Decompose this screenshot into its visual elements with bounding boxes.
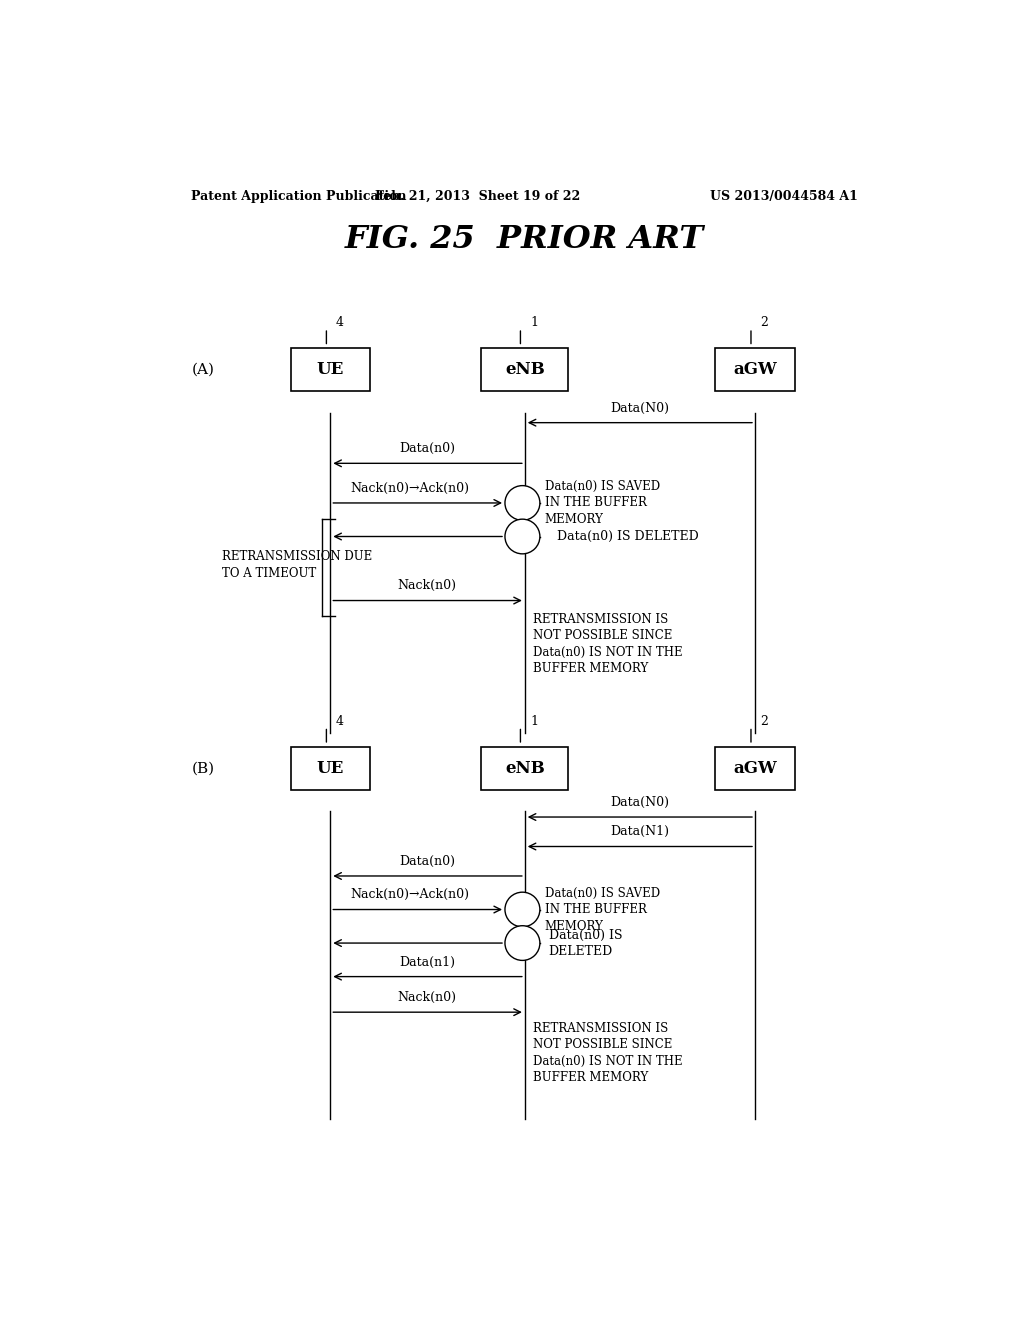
Text: Nack(n0): Nack(n0) [397, 991, 457, 1005]
Text: Nack(n0): Nack(n0) [397, 579, 457, 593]
Text: Data(n0) IS SAVED
IN THE BUFFER
MEMORY: Data(n0) IS SAVED IN THE BUFFER MEMORY [545, 480, 659, 525]
Text: RETRANSMISSION IS
NOT POSSIBLE SINCE
Data(n0) IS NOT IN THE
BUFFER MEMORY: RETRANSMISSION IS NOT POSSIBLE SINCE Dat… [532, 1022, 682, 1084]
Text: 2: 2 [761, 714, 768, 727]
Text: Data(n1): Data(n1) [399, 956, 456, 969]
Text: aGW: aGW [733, 760, 777, 776]
Text: Data(N0): Data(N0) [610, 796, 670, 809]
Text: RETRANSMISSION DUE
TO A TIMEOUT: RETRANSMISSION DUE TO A TIMEOUT [221, 550, 372, 579]
Text: Nack(n0)→Ack(n0): Nack(n0)→Ack(n0) [350, 888, 469, 902]
Text: FIG. 25  PRIOR ART: FIG. 25 PRIOR ART [345, 224, 705, 255]
Text: (B): (B) [191, 762, 215, 775]
Ellipse shape [505, 519, 540, 554]
Text: UE: UE [316, 760, 344, 776]
Text: 4: 4 [336, 714, 344, 727]
Text: (A): (A) [191, 363, 215, 376]
Bar [715, 747, 795, 789]
Bar [715, 348, 795, 391]
Ellipse shape [505, 892, 540, 927]
Text: Data(n0): Data(n0) [399, 855, 456, 867]
Text: Nack(n0)→Ack(n0): Nack(n0)→Ack(n0) [350, 482, 469, 495]
Bar [291, 747, 370, 789]
Ellipse shape [505, 925, 540, 961]
Text: Data(n0): Data(n0) [399, 442, 456, 455]
Text: US 2013/0044584 A1: US 2013/0044584 A1 [711, 190, 858, 202]
Ellipse shape [505, 486, 540, 520]
Text: Feb. 21, 2013  Sheet 19 of 22: Feb. 21, 2013 Sheet 19 of 22 [375, 190, 580, 202]
Bar [481, 348, 568, 391]
Text: Data(n0) IS DELETED: Data(n0) IS DELETED [557, 531, 698, 543]
Text: UE: UE [316, 362, 344, 379]
Bar [481, 747, 568, 789]
Text: eNB: eNB [505, 362, 545, 379]
Text: 4: 4 [336, 317, 344, 329]
Text: RETRANSMISSION IS
NOT POSSIBLE SINCE
Data(n0) IS NOT IN THE
BUFFER MEMORY: RETRANSMISSION IS NOT POSSIBLE SINCE Dat… [532, 612, 682, 676]
Text: Data(n0) IS
DELETED: Data(n0) IS DELETED [549, 928, 623, 957]
Text: Data(N0): Data(N0) [610, 401, 670, 414]
Text: 1: 1 [530, 714, 538, 727]
Text: aGW: aGW [733, 362, 777, 379]
Text: 1: 1 [530, 317, 538, 329]
Text: 2: 2 [761, 317, 768, 329]
Bar [291, 348, 370, 391]
Text: Data(n0) IS SAVED
IN THE BUFFER
MEMORY: Data(n0) IS SAVED IN THE BUFFER MEMORY [545, 887, 659, 932]
Text: Data(N1): Data(N1) [610, 825, 670, 838]
Text: eNB: eNB [505, 760, 545, 776]
Text: Patent Application Publication: Patent Application Publication [191, 190, 407, 202]
